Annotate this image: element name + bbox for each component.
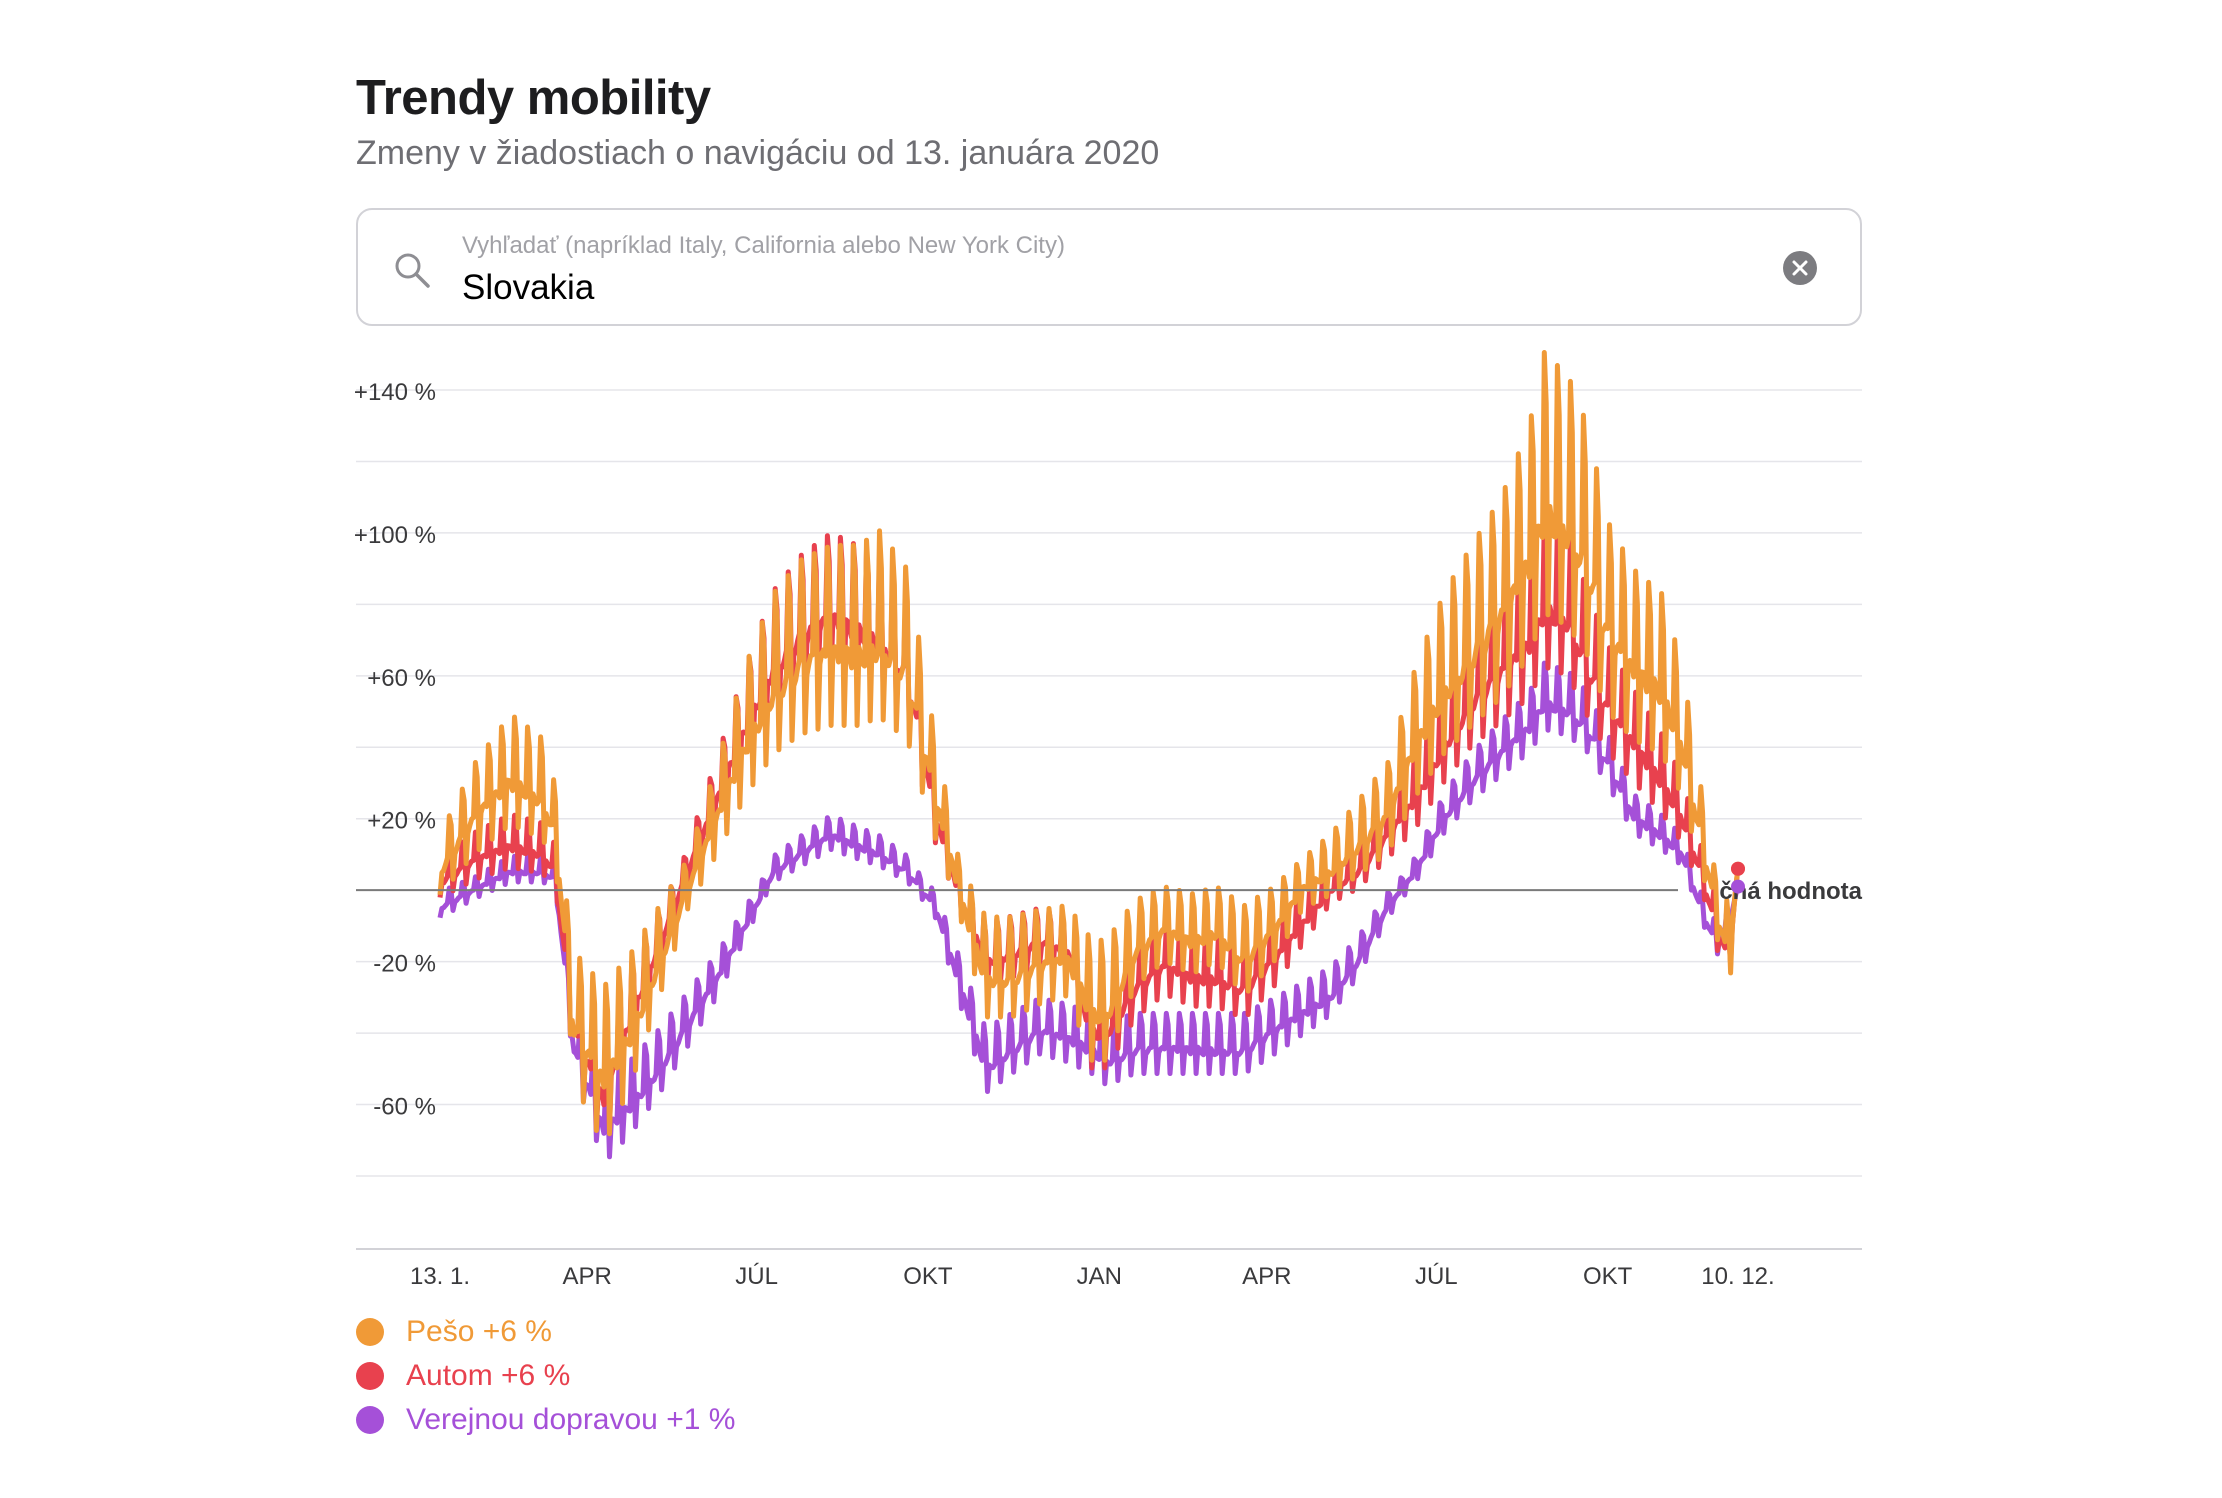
legend-item-walking: Pešo +6 % <box>356 1310 735 1354</box>
x-tick-label: 10. 12. <box>1701 1263 1774 1290</box>
series-endpoint-2 <box>1731 880 1745 894</box>
legend-item-transit: Verejnou dopravou +1 % <box>356 1398 735 1442</box>
legend-label-walking: Pešo +6 % <box>406 1315 552 1349</box>
series-endpoint-1 <box>1731 862 1745 876</box>
x-tick-label: OKT <box>903 1263 953 1290</box>
legend-dot-transit <box>356 1406 384 1434</box>
series-line-2 <box>440 663 1738 1157</box>
legend: Pešo +6 % Autom +6 % Verejnou dopravou +… <box>356 1310 735 1442</box>
x-tick-label: JAN <box>1077 1263 1122 1290</box>
x-tick-label: JÚL <box>1415 1263 1458 1290</box>
y-tick-label: -60 % <box>373 1094 436 1121</box>
x-tick-label: APR <box>1242 1263 1291 1290</box>
x-tick-label: OKT <box>1583 1263 1633 1290</box>
legend-label-driving: Autom +6 % <box>406 1359 570 1393</box>
x-tick-label: APR <box>562 1263 611 1290</box>
legend-dot-walking <box>356 1318 384 1346</box>
x-tick-label: JÚL <box>735 1263 778 1290</box>
x-tick-label: 13. 1. <box>410 1263 470 1290</box>
legend-label-transit: Verejnou dopravou +1 % <box>406 1403 735 1437</box>
mobility-chart: +140 % +100 % +60 % +20 % -20 % -60 % 13. 1. AP… <box>0 0 2222 1300</box>
y-tick-label: +140 % <box>354 379 436 406</box>
y-tick-label: +60 % <box>367 665 436 692</box>
y-tick-label: -20 % <box>373 951 436 978</box>
y-tick-label: +100 % <box>354 522 436 549</box>
y-tick-label: +20 % <box>367 808 436 835</box>
legend-dot-driving <box>356 1362 384 1390</box>
series-line-0 <box>440 353 1738 1134</box>
legend-item-driving: Autom +6 % <box>356 1354 735 1398</box>
